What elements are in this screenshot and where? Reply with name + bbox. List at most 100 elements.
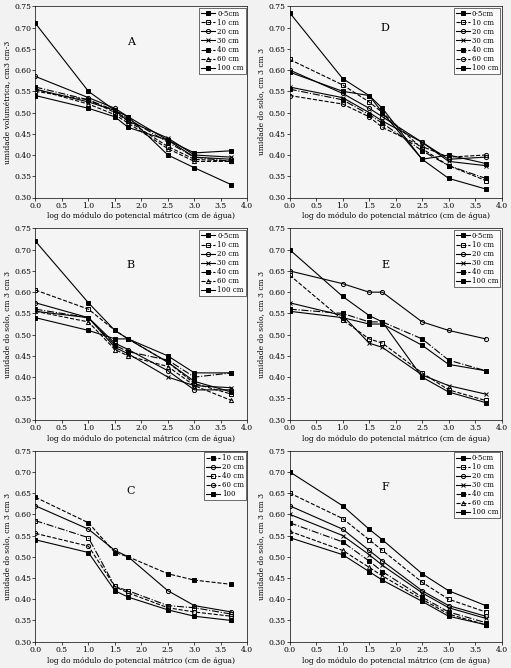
- 40 cm: [419, 335, 425, 343]
- Line: 10 cm: 10 cm: [288, 273, 488, 403]
- 40 cm: [191, 373, 197, 381]
- 40 cm: [366, 318, 372, 326]
- 30 cm: [340, 311, 346, 319]
- 40 cm: [112, 582, 118, 591]
- Y-axis label: umidade do solo, cm 3 cm 3: umidade do solo, cm 3 cm 3: [258, 48, 266, 156]
- 20 cm: [85, 525, 91, 533]
- 60 cm: [165, 604, 171, 612]
- 40 cm: [228, 369, 235, 377]
- 0-5cm: [287, 9, 293, 17]
- 40 cm: [379, 119, 385, 127]
- 100 cm: [85, 327, 91, 335]
- Line: 30 cm: 30 cm: [288, 85, 488, 168]
- Text: A: A: [127, 37, 135, 47]
- 60 cm: [379, 572, 385, 580]
- 100 cm: [366, 92, 372, 100]
- 60 cm: [125, 352, 131, 360]
- 60 cm: [366, 113, 372, 121]
- 30 cm: [366, 550, 372, 558]
- Legend: 0-5cm, 10 cm, 20 cm, 30 cm, 40 cm, 60 cm, 100 cm: 0-5cm, 10 cm, 20 cm, 30 cm, 40 cm, 60 cm…: [454, 8, 500, 74]
- Line: 40 cm: 40 cm: [33, 307, 234, 379]
- 10 cm: [125, 335, 131, 343]
- 30 cm: [112, 106, 118, 114]
- 30 cm: [287, 299, 293, 307]
- 0-5cm: [340, 75, 346, 83]
- Y-axis label: umidade do solo, cm 3 cm 3: umidade do solo, cm 3 cm 3: [4, 271, 11, 377]
- 20 cm: [446, 155, 452, 163]
- 40 cm: [419, 593, 425, 601]
- 10 cm: [228, 390, 235, 398]
- 30 cm: [366, 339, 372, 347]
- 100 cm: [446, 613, 452, 621]
- 60 cm: [191, 158, 197, 166]
- 10 cm: [228, 580, 235, 589]
- 20 cm: [379, 113, 385, 121]
- 30 cm: [85, 314, 91, 322]
- 100 cm: [446, 151, 452, 159]
- 10 cm: [379, 339, 385, 347]
- 40 cm: [85, 534, 91, 542]
- 20 cm: [125, 552, 131, 560]
- 100 cm: [287, 534, 293, 542]
- 60 cm: [446, 610, 452, 618]
- 60 cm: [125, 589, 131, 597]
- 40 cm: [366, 111, 372, 119]
- 60 cm: [228, 397, 235, 405]
- 20 cm: [85, 94, 91, 102]
- 20 cm: [446, 327, 452, 335]
- Line: 20 cm: 20 cm: [288, 269, 488, 341]
- 20 cm: [228, 386, 235, 394]
- 30 cm: [228, 383, 235, 391]
- 10 cm: [85, 519, 91, 527]
- 0-5cm: [340, 502, 346, 510]
- Line: 60 cm: 60 cm: [33, 87, 234, 164]
- Line: 30 cm: 30 cm: [288, 301, 488, 396]
- 20 cm: [419, 138, 425, 146]
- 20 cm: [483, 335, 489, 343]
- Line: 10 cm: 10 cm: [33, 90, 234, 164]
- 0-5cm: [32, 19, 38, 27]
- 30 cm: [228, 153, 235, 161]
- 10 cm: [446, 162, 452, 170]
- 40 cm: [85, 96, 91, 104]
- 20 cm: [165, 367, 171, 375]
- 30 cm: [191, 151, 197, 159]
- 0-5cm: [125, 335, 131, 343]
- Line: 60 cm: 60 cm: [33, 309, 234, 403]
- 40 cm: [340, 309, 346, 317]
- Line: 0-5cm: 0-5cm: [33, 239, 234, 394]
- 0-5cm: [287, 246, 293, 254]
- 100: [32, 536, 38, 544]
- 30 cm: [125, 350, 131, 358]
- 20 cm: [32, 299, 38, 307]
- 30 cm: [287, 83, 293, 91]
- Line: 20 cm: 20 cm: [33, 301, 234, 392]
- 20 cm: [366, 546, 372, 554]
- Line: 30 cm: 30 cm: [33, 309, 234, 390]
- 60 cm: [112, 582, 118, 591]
- Line: 20 cm: 20 cm: [33, 74, 234, 162]
- 100 cm: [112, 335, 118, 343]
- 40 cm: [32, 83, 38, 91]
- 30 cm: [419, 589, 425, 597]
- 20 cm: [191, 153, 197, 161]
- 0-5cm: [165, 358, 171, 366]
- 60 cm: [165, 363, 171, 371]
- 30 cm: [446, 158, 452, 166]
- X-axis label: log do módulo do potencial mátrico (cm de água): log do módulo do potencial mátrico (cm d…: [48, 435, 236, 443]
- Line: 10 cm: 10 cm: [33, 288, 234, 396]
- 0-5cm: [366, 311, 372, 319]
- Text: D: D: [381, 23, 389, 33]
- 40 cm: [32, 305, 38, 313]
- 40 cm: [191, 604, 197, 612]
- 10 cm: [32, 493, 38, 501]
- 40 cm: [446, 162, 452, 170]
- 10 cm: [85, 305, 91, 313]
- 0-5cm: [191, 164, 197, 172]
- 30 cm: [340, 94, 346, 102]
- Text: F: F: [381, 482, 389, 492]
- 40 cm: [191, 153, 197, 161]
- 20 cm: [340, 90, 346, 98]
- 0-5cm: [446, 388, 452, 396]
- 0-5cm: [419, 155, 425, 163]
